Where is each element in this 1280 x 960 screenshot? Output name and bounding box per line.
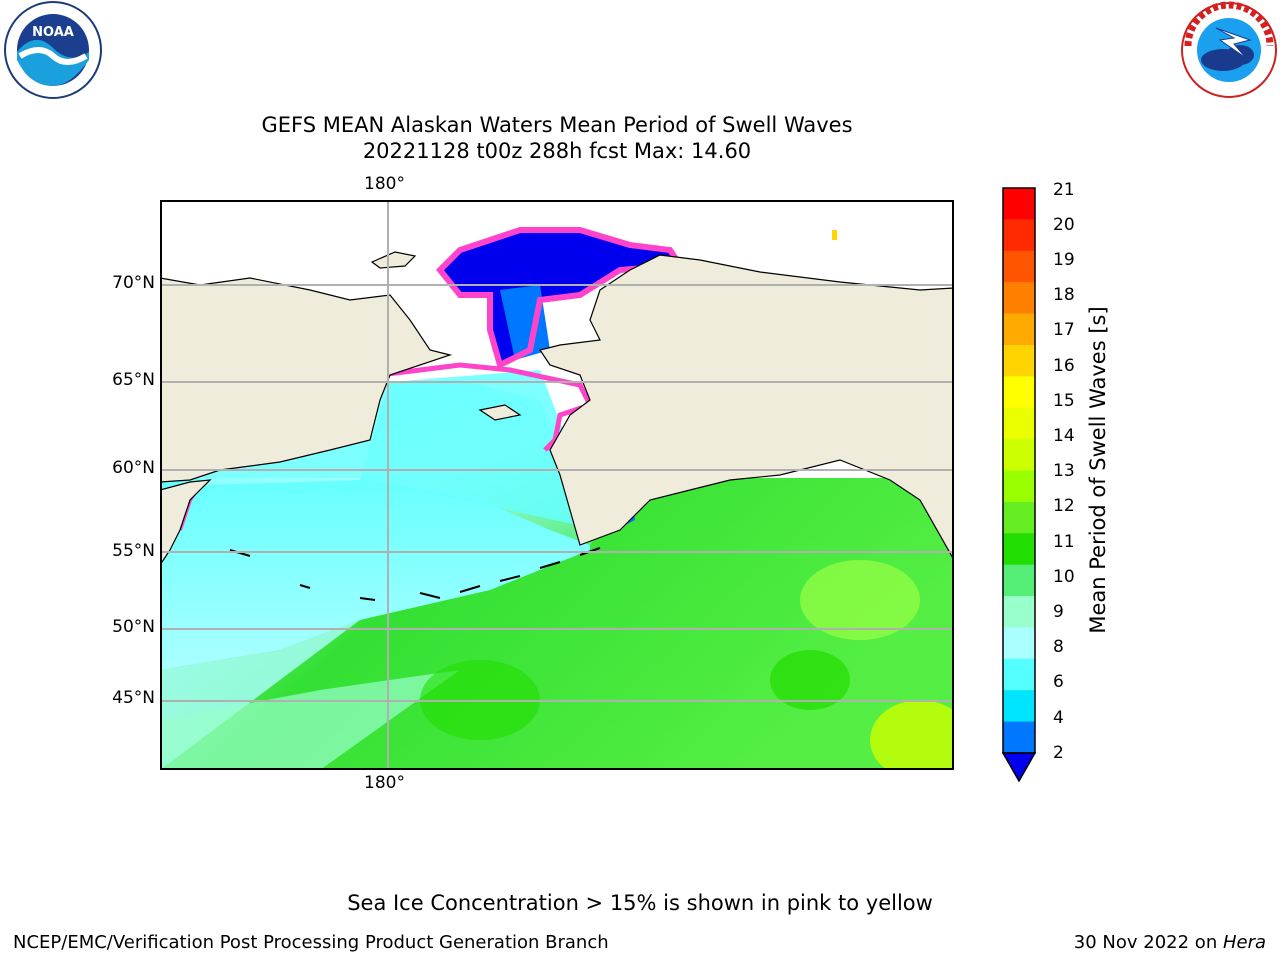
plot-title: GEFS MEAN Alaskan Waters Mean Period of … — [261, 113, 853, 137]
map-panel — [159, 200, 970, 780]
colorbar-extend-arrow — [1001, 752, 1037, 783]
colorbar-tick: 8 — [1053, 637, 1064, 657]
colorbar-swatch — [1003, 501, 1035, 534]
credit-date-text: 30 Nov 2022 on — [1073, 932, 1223, 953]
credit-branch: NCEP/EMC/Verification Post Processing Pr… — [13, 932, 609, 953]
colorbar-tick: 16 — [1053, 356, 1075, 376]
western-swell-field — [160, 478, 590, 670]
credit-host: Hera — [1222, 932, 1266, 953]
colorbar-tick: 4 — [1053, 708, 1064, 728]
credit-date: 30 Nov 2022 on Hera — [1074, 932, 1266, 953]
colorbar-tick: 12 — [1053, 496, 1075, 516]
colorbar-tick: 6 — [1053, 672, 1064, 692]
colorbar-tick: 21 — [1053, 180, 1075, 200]
colorbar-tick: 13 — [1053, 461, 1075, 481]
lat-label-65n: 65°N — [112, 370, 155, 390]
colorbar-label: Mean Period of Swell Waves [s] — [1086, 306, 1110, 634]
lon-label-bottom: 180° — [364, 773, 405, 793]
noaa-emblem-icon: NOAA — [4, 1, 102, 99]
colorbar-swatch — [1003, 250, 1035, 283]
colorbar-tick: 10 — [1053, 567, 1075, 587]
colorbar-swatch — [1003, 439, 1035, 471]
colorbar-tick: 9 — [1053, 602, 1064, 622]
colorbar-swatch — [1003, 407, 1035, 440]
lat-label-50n: 50°N — [112, 617, 155, 637]
sea-ice-edge — [435, 227, 686, 370]
lat-label-45n: 45°N — [112, 688, 155, 708]
colorbar-swatch — [1003, 690, 1035, 723]
colorbar-tick: 17 — [1053, 320, 1075, 340]
map-frame — [160, 200, 954, 770]
plot-subtitle: 20221128 t00z 288h fcst Max: 14.60 — [362, 139, 752, 163]
colorbar-swatch — [1003, 376, 1035, 409]
colorbar-swatch — [1003, 721, 1035, 754]
colorbar-swatch — [1003, 533, 1035, 566]
colorbar-swatch — [1003, 313, 1035, 346]
colorbar-tick: 20 — [1053, 215, 1075, 235]
colorbar-swatch — [1003, 470, 1035, 503]
colorbar — [1001, 187, 1037, 783]
lon-label-top: 180° — [364, 174, 405, 194]
noaa-text: NOAA — [32, 25, 74, 40]
wrangel-island — [370, 251, 417, 269]
colorbar-swatch — [1003, 596, 1035, 628]
graticule — [160, 200, 954, 770]
alaska-land — [539, 254, 955, 563]
colorbar-swatch — [1003, 564, 1035, 597]
colorbar-tick: 2 — [1053, 743, 1064, 763]
colorbar-tick: 15 — [1053, 391, 1075, 411]
colorbar-frame — [1002, 187, 1036, 754]
lat-label-70n: 70°N — [112, 273, 155, 293]
map-canvas — [159, 200, 970, 780]
lat-label-55n: 55°N — [112, 541, 155, 561]
colorbar-swatch — [1003, 627, 1035, 660]
colorbar-tick: 18 — [1053, 285, 1075, 305]
colorbar-graphic — [1001, 187, 1037, 783]
nws-emblem-icon — [1181, 1, 1277, 98]
lat-label-60n: 60°N — [112, 458, 155, 478]
st-lawrence-island — [478, 404, 522, 421]
colorbar-tick: 11 — [1053, 532, 1075, 552]
siberia-land — [159, 277, 453, 483]
colorbar-swatch — [1003, 219, 1035, 252]
sea-ice-note: Sea Ice Concentration > 15% is shown in … — [347, 891, 933, 915]
colorbar-swatch — [1003, 344, 1035, 377]
colorbar-swatch — [1003, 658, 1035, 691]
colorbar-swatch — [1003, 282, 1035, 315]
colorbar-swatch — [1003, 188, 1035, 220]
noaa-logo: NOAA — [0, 0, 106, 102]
nws-logo — [1178, 0, 1280, 100]
colorbar-tick: 19 — [1053, 250, 1075, 270]
colorbar-tick: 14 — [1053, 426, 1075, 446]
high-period-patch — [800, 560, 920, 640]
